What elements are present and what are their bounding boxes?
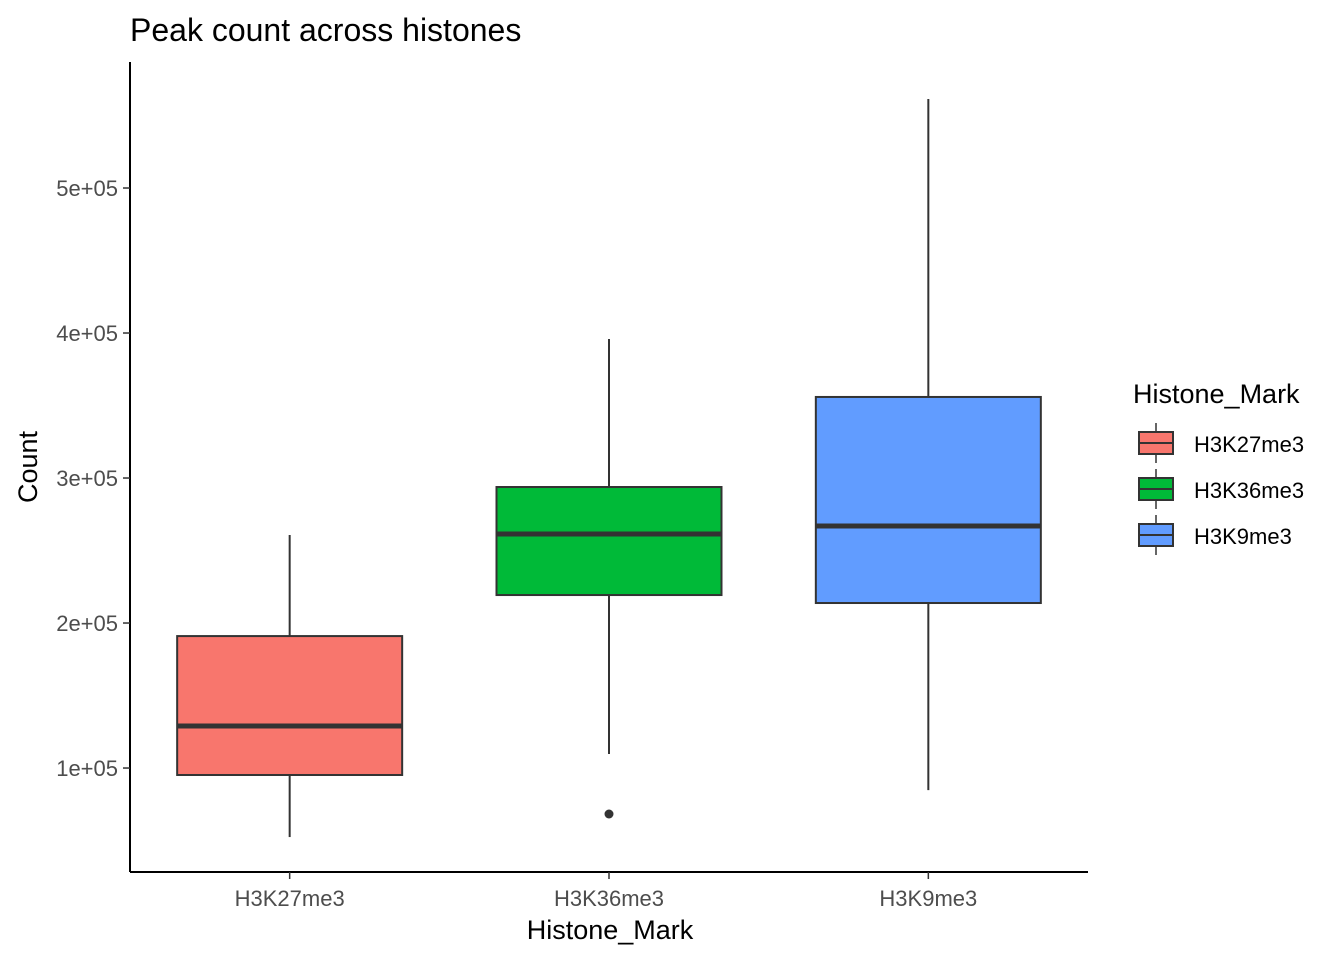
chart-title: Peak count across histones bbox=[130, 12, 521, 48]
y-tick-label: 4e+05 bbox=[56, 321, 118, 346]
y-tick-label: 3e+05 bbox=[56, 466, 118, 491]
x-tick-label: H3K9me3 bbox=[879, 886, 977, 911]
box-H3K36me3 bbox=[495, 486, 723, 597]
legend-label: H3K36me3 bbox=[1194, 478, 1304, 503]
legend-label: H3K27me3 bbox=[1194, 432, 1304, 457]
y-axis-label: Count bbox=[13, 430, 43, 503]
y-tick-label: 1e+05 bbox=[56, 756, 118, 781]
x-axis-label: Histone_Mark bbox=[527, 915, 694, 945]
legend: Histone_Mark H3K27me3 H3K36me3 H3K9me3 bbox=[1133, 379, 1304, 555]
outlier-point bbox=[604, 809, 614, 819]
box-H3K9me3 bbox=[814, 395, 1042, 605]
x-tick-label: H3K36me3 bbox=[554, 886, 664, 911]
box-H3K27me3 bbox=[176, 635, 404, 776]
legend-title: Histone_Mark bbox=[1133, 379, 1300, 409]
x-tick-label: H3K27me3 bbox=[235, 886, 345, 911]
legend-label: H3K9me3 bbox=[1194, 524, 1292, 549]
y-tick-label: 2e+05 bbox=[56, 611, 118, 636]
y-tick-label: 5e+05 bbox=[56, 176, 118, 201]
